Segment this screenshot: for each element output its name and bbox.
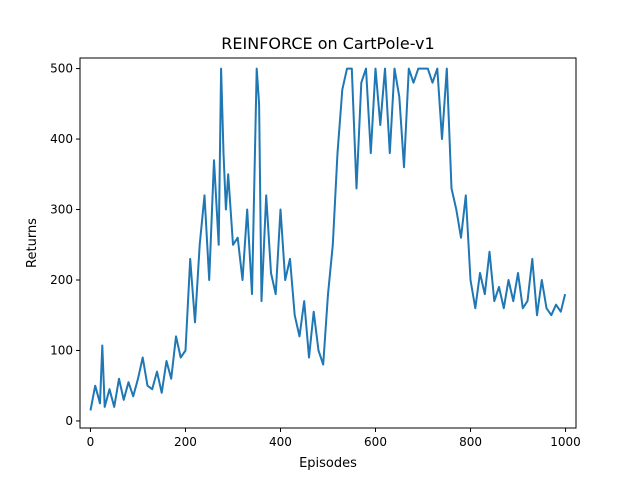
x-axis: 0 200 400 600 800 1000 [87, 428, 581, 449]
y-tick-label: 400 [50, 132, 73, 146]
x-axis-label: Episodes [299, 456, 357, 471]
x-tick-label: 0 [87, 435, 95, 449]
y-tick-label: 200 [50, 273, 73, 287]
y-tick-label: 300 [50, 203, 73, 217]
chart-title: REINFORCE on CartPole-v1 [221, 34, 434, 53]
x-tick-label: 600 [364, 435, 387, 449]
y-tick-label: 100 [50, 343, 73, 357]
series-layer [89, 67, 567, 411]
x-tick-label: 800 [459, 435, 482, 449]
x-tick-label: 200 [174, 435, 197, 449]
y-axis-label: Returns [25, 218, 40, 268]
series-line-0 [89, 67, 567, 411]
y-axis: 0 100 200 300 400 500 [50, 62, 80, 428]
plot-frame [79, 57, 577, 429]
x-tick-label: 400 [269, 435, 292, 449]
y-tick-label: 500 [50, 62, 73, 76]
y-tick-label: 0 [65, 414, 73, 428]
x-tick-label: 1000 [550, 435, 581, 449]
